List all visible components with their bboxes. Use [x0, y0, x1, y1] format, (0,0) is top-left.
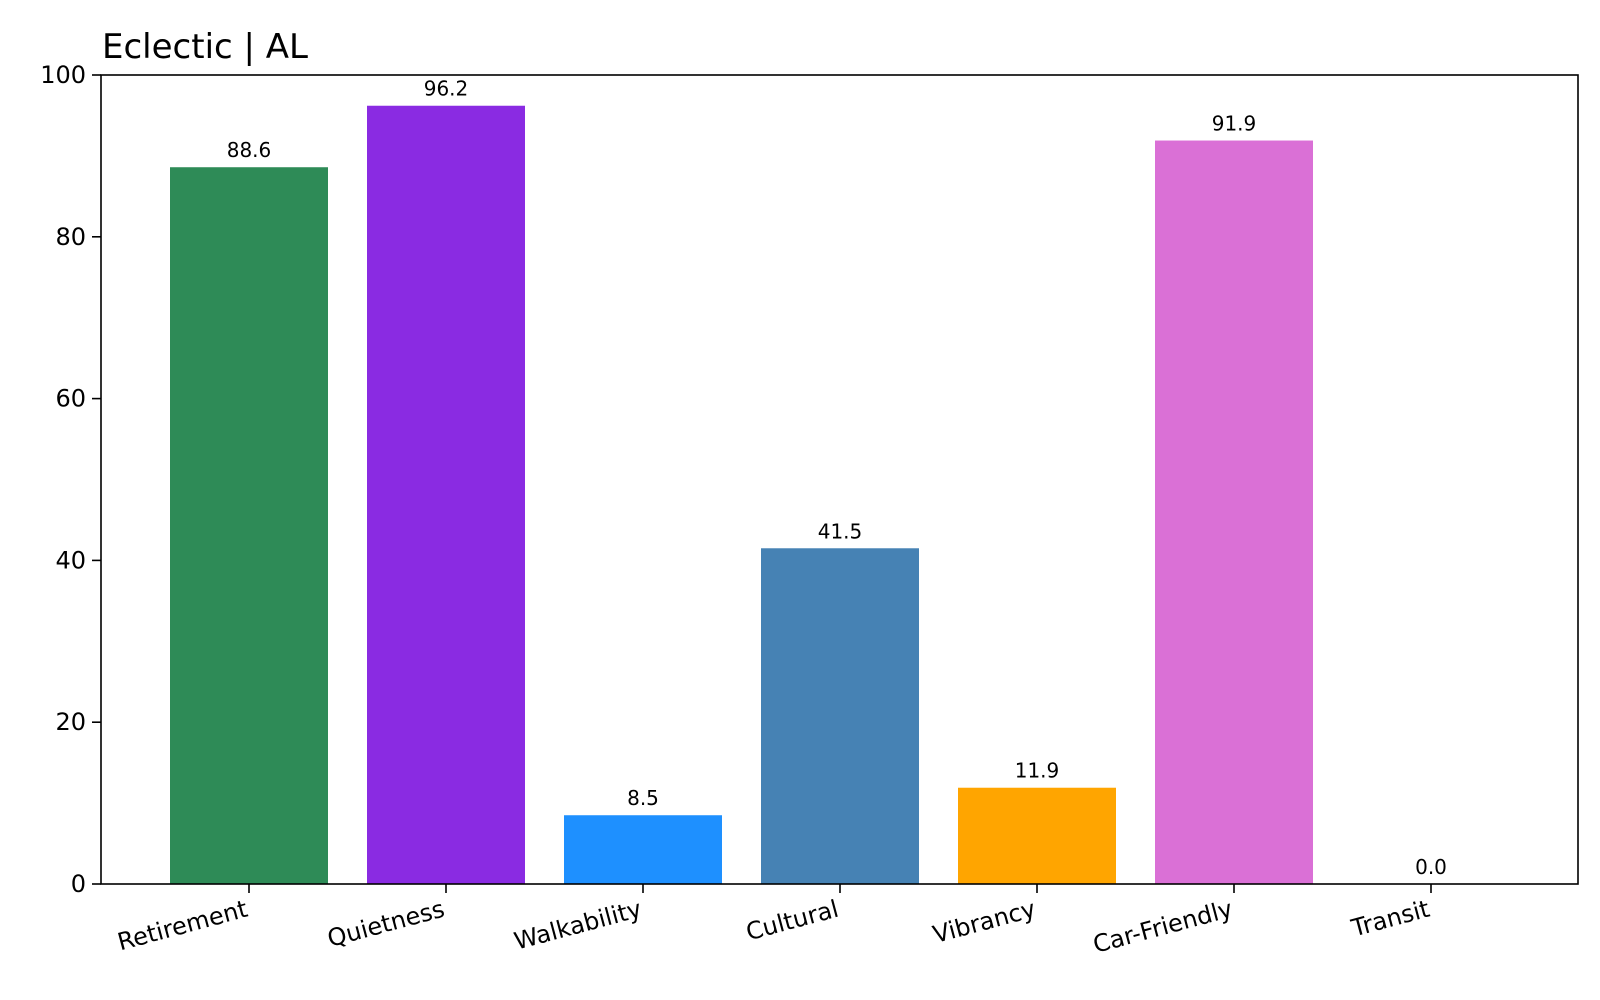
y-tick-label: 80: [55, 223, 86, 251]
y-tick-label: 40: [55, 546, 86, 574]
data-label-vibrancy: 11.9: [1015, 759, 1060, 783]
data-label-walkability: 8.5: [627, 786, 659, 810]
x-tick-label-retirement: Retirement: [115, 895, 251, 957]
bar-quietness: [367, 105, 525, 884]
chart-title: Eclectic | AL: [102, 27, 308, 67]
x-tick-label-quietness: Quietness: [324, 895, 447, 953]
y-axis: 0 20 40 60 80 100: [40, 61, 101, 898]
data-labels: 88.6 96.2 8.5 41.5 11.9 91.9 0.0: [227, 77, 1447, 879]
y-tick-label: 60: [55, 385, 86, 413]
data-label-transit: 0.0: [1415, 855, 1447, 879]
bar-walkability: [564, 815, 722, 884]
bar-retirement: [170, 167, 328, 884]
bar-cultural: [761, 548, 919, 884]
y-tick-label: 20: [55, 708, 86, 736]
data-label-quietness: 96.2: [424, 77, 469, 101]
data-label-retirement: 88.6: [227, 138, 272, 162]
x-tick-label-transit: Transit: [1348, 895, 1433, 943]
bar-car-friendly: [1155, 140, 1313, 885]
x-tick-label-car-friendly: Car-Friendly: [1090, 895, 1236, 959]
bars: [170, 105, 1313, 885]
x-axis: Retirement Quietness Walkability Cultural Vi…: [115, 884, 1433, 959]
x-tick-label-cultural: Cultural: [743, 895, 842, 947]
x-tick-label-walkability: Walkability: [511, 895, 644, 956]
bar-vibrancy: [958, 787, 1116, 884]
y-tick-label: 0: [71, 870, 86, 898]
x-tick-label-vibrancy: Vibrancy: [930, 895, 1039, 949]
data-label-cultural: 41.5: [818, 519, 863, 543]
y-tick-label: 100: [40, 61, 86, 89]
data-label-car-friendly: 91.9: [1212, 112, 1257, 136]
